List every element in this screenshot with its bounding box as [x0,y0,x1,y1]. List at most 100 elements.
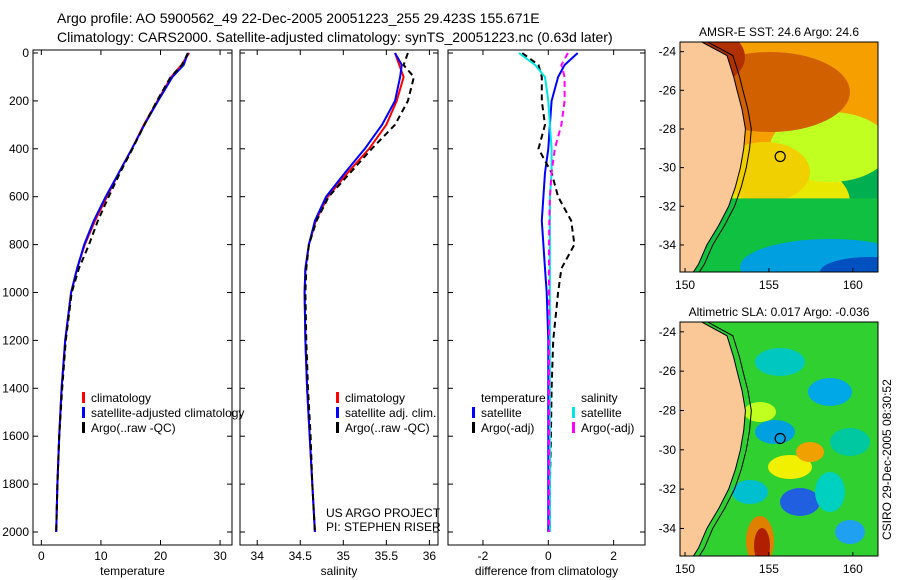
legend-item: Argo(-adj) [581,421,634,435]
field-anomaly [755,348,805,376]
x-tick-label: 34 [251,549,265,563]
field-anomaly [732,480,768,504]
legend-item-swatch [82,422,85,433]
series-line-salinity-argo-adj- [548,52,569,532]
legend-item: climatology [91,391,151,405]
legend-item-swatch [82,407,85,418]
map-sst [679,41,879,273]
y-tick-label: -24 [659,45,677,59]
legend-title: temperature [481,391,546,405]
series-line-satellite-adjusted-climatology [55,52,189,533]
y-tick-label: 2000 [2,525,29,539]
x-tick-label: 150 [675,278,695,292]
legend-item-swatch [82,392,85,403]
land [680,322,746,556]
y-tick-label: -32 [659,482,677,496]
x-axis-label: temperature [100,564,165,578]
y-tick-label: 1400 [2,381,29,395]
x-tick-label: 30 [213,549,227,563]
legend-title: salinity [581,391,618,405]
legend-item: climatology [345,391,405,405]
title-line-1: Argo profile: AO 5900562_49 22-Dec-2005 … [57,10,540,26]
map-field [680,42,878,272]
legend-item: satellite [481,406,522,420]
x-tick-label: 35.5 [375,549,399,563]
y-tick-label: -30 [659,161,677,175]
y-tick-label: 600 [9,190,29,204]
legend-item: satellite-adjusted climatology [91,406,244,420]
legend-item: Argo(-adj) [481,421,534,435]
y-tick-label: 1000 [2,286,29,300]
y-tick-label: -28 [659,403,677,417]
x-tick-label: 35 [337,549,351,563]
x-tick-label: 34.5 [289,549,313,563]
map-frame [679,41,879,273]
y-tick-label: 400 [9,142,29,156]
legend-item-swatch [572,407,575,418]
series-line-argo-raw-qc- [304,52,415,533]
land [680,42,746,272]
x-tick-label: 0 [545,549,552,563]
map-title: Altimetric SLA: 0.017 Argo: -0.036 [689,305,870,319]
legend-item-swatch [472,407,475,418]
field-anomaly [830,428,870,456]
x-tick-label: 160 [843,278,863,292]
axes-box-1 [239,49,439,546]
legend-item-swatch [336,407,339,418]
legend-item-swatch [336,422,339,433]
x-tick-label: 0 [38,549,45,563]
project-label: PI: STEPHEN RISER [326,520,441,534]
project-label: US ARGO PROJECT [326,506,441,520]
x-axis-label: salinity [321,564,358,578]
y-tick-label: -32 [659,199,677,213]
x-tick-label: 150 [675,562,695,576]
field-anomaly [768,455,812,479]
y-tick-label: 1600 [2,429,29,443]
y-tick-label: 800 [9,238,29,252]
y-tick-label: -30 [659,443,677,457]
legend-item-swatch [572,422,575,433]
x-tick-label: 160 [843,562,863,576]
field-anomaly [744,402,776,422]
field-deepblue [820,257,878,272]
legend-item: Argo(..raw -QC) [91,421,176,435]
argo-float-marker [774,432,786,445]
map-frame [679,321,879,557]
series-line-temperature-argo-adj- [521,52,576,532]
x-tick-label: -2 [478,549,489,563]
field-anomaly [815,472,845,512]
legend-item: satellite [581,406,622,420]
map-title: AMSR-E SST: 24.6 Argo: 24.6 [699,25,859,39]
x-tick-label: 10 [94,549,108,563]
y-tick-label: -26 [659,83,677,97]
field-anomaly [780,488,820,516]
field-anomaly [808,378,852,406]
x-tick-label: 36 [423,549,437,563]
y-tick-label: -26 [659,364,677,378]
y-tick-label: 200 [9,94,29,108]
y-tick-label: -28 [659,122,677,136]
x-axis-label: difference from climatology [475,564,618,578]
y-tick-label: 0 [22,46,29,60]
field-anomaly [796,442,824,462]
map-field [680,322,878,556]
field-anomaly [835,520,865,544]
legend-item-swatch [336,392,339,403]
x-tick-label: 20 [154,549,168,563]
axes-box-0 [32,49,233,546]
y-tick-label: 1200 [2,333,29,347]
x-tick-label: 2 [610,549,617,563]
field-warm-core [754,528,770,556]
y-tick-label: -34 [659,521,677,535]
map-sla [679,321,879,557]
y-tick-label: -34 [659,238,677,252]
series-line-argo-raw-qc- [55,52,189,533]
legend-item: Argo(..raw -QC) [345,421,430,435]
legend-item: satellite adj. clim. [345,406,436,420]
argo-float-marker [774,150,786,163]
y-tick-label: 1800 [2,477,29,491]
y-tick-label: -24 [659,325,677,339]
x-tick-label: 155 [759,562,779,576]
x-tick-label: 155 [759,278,779,292]
